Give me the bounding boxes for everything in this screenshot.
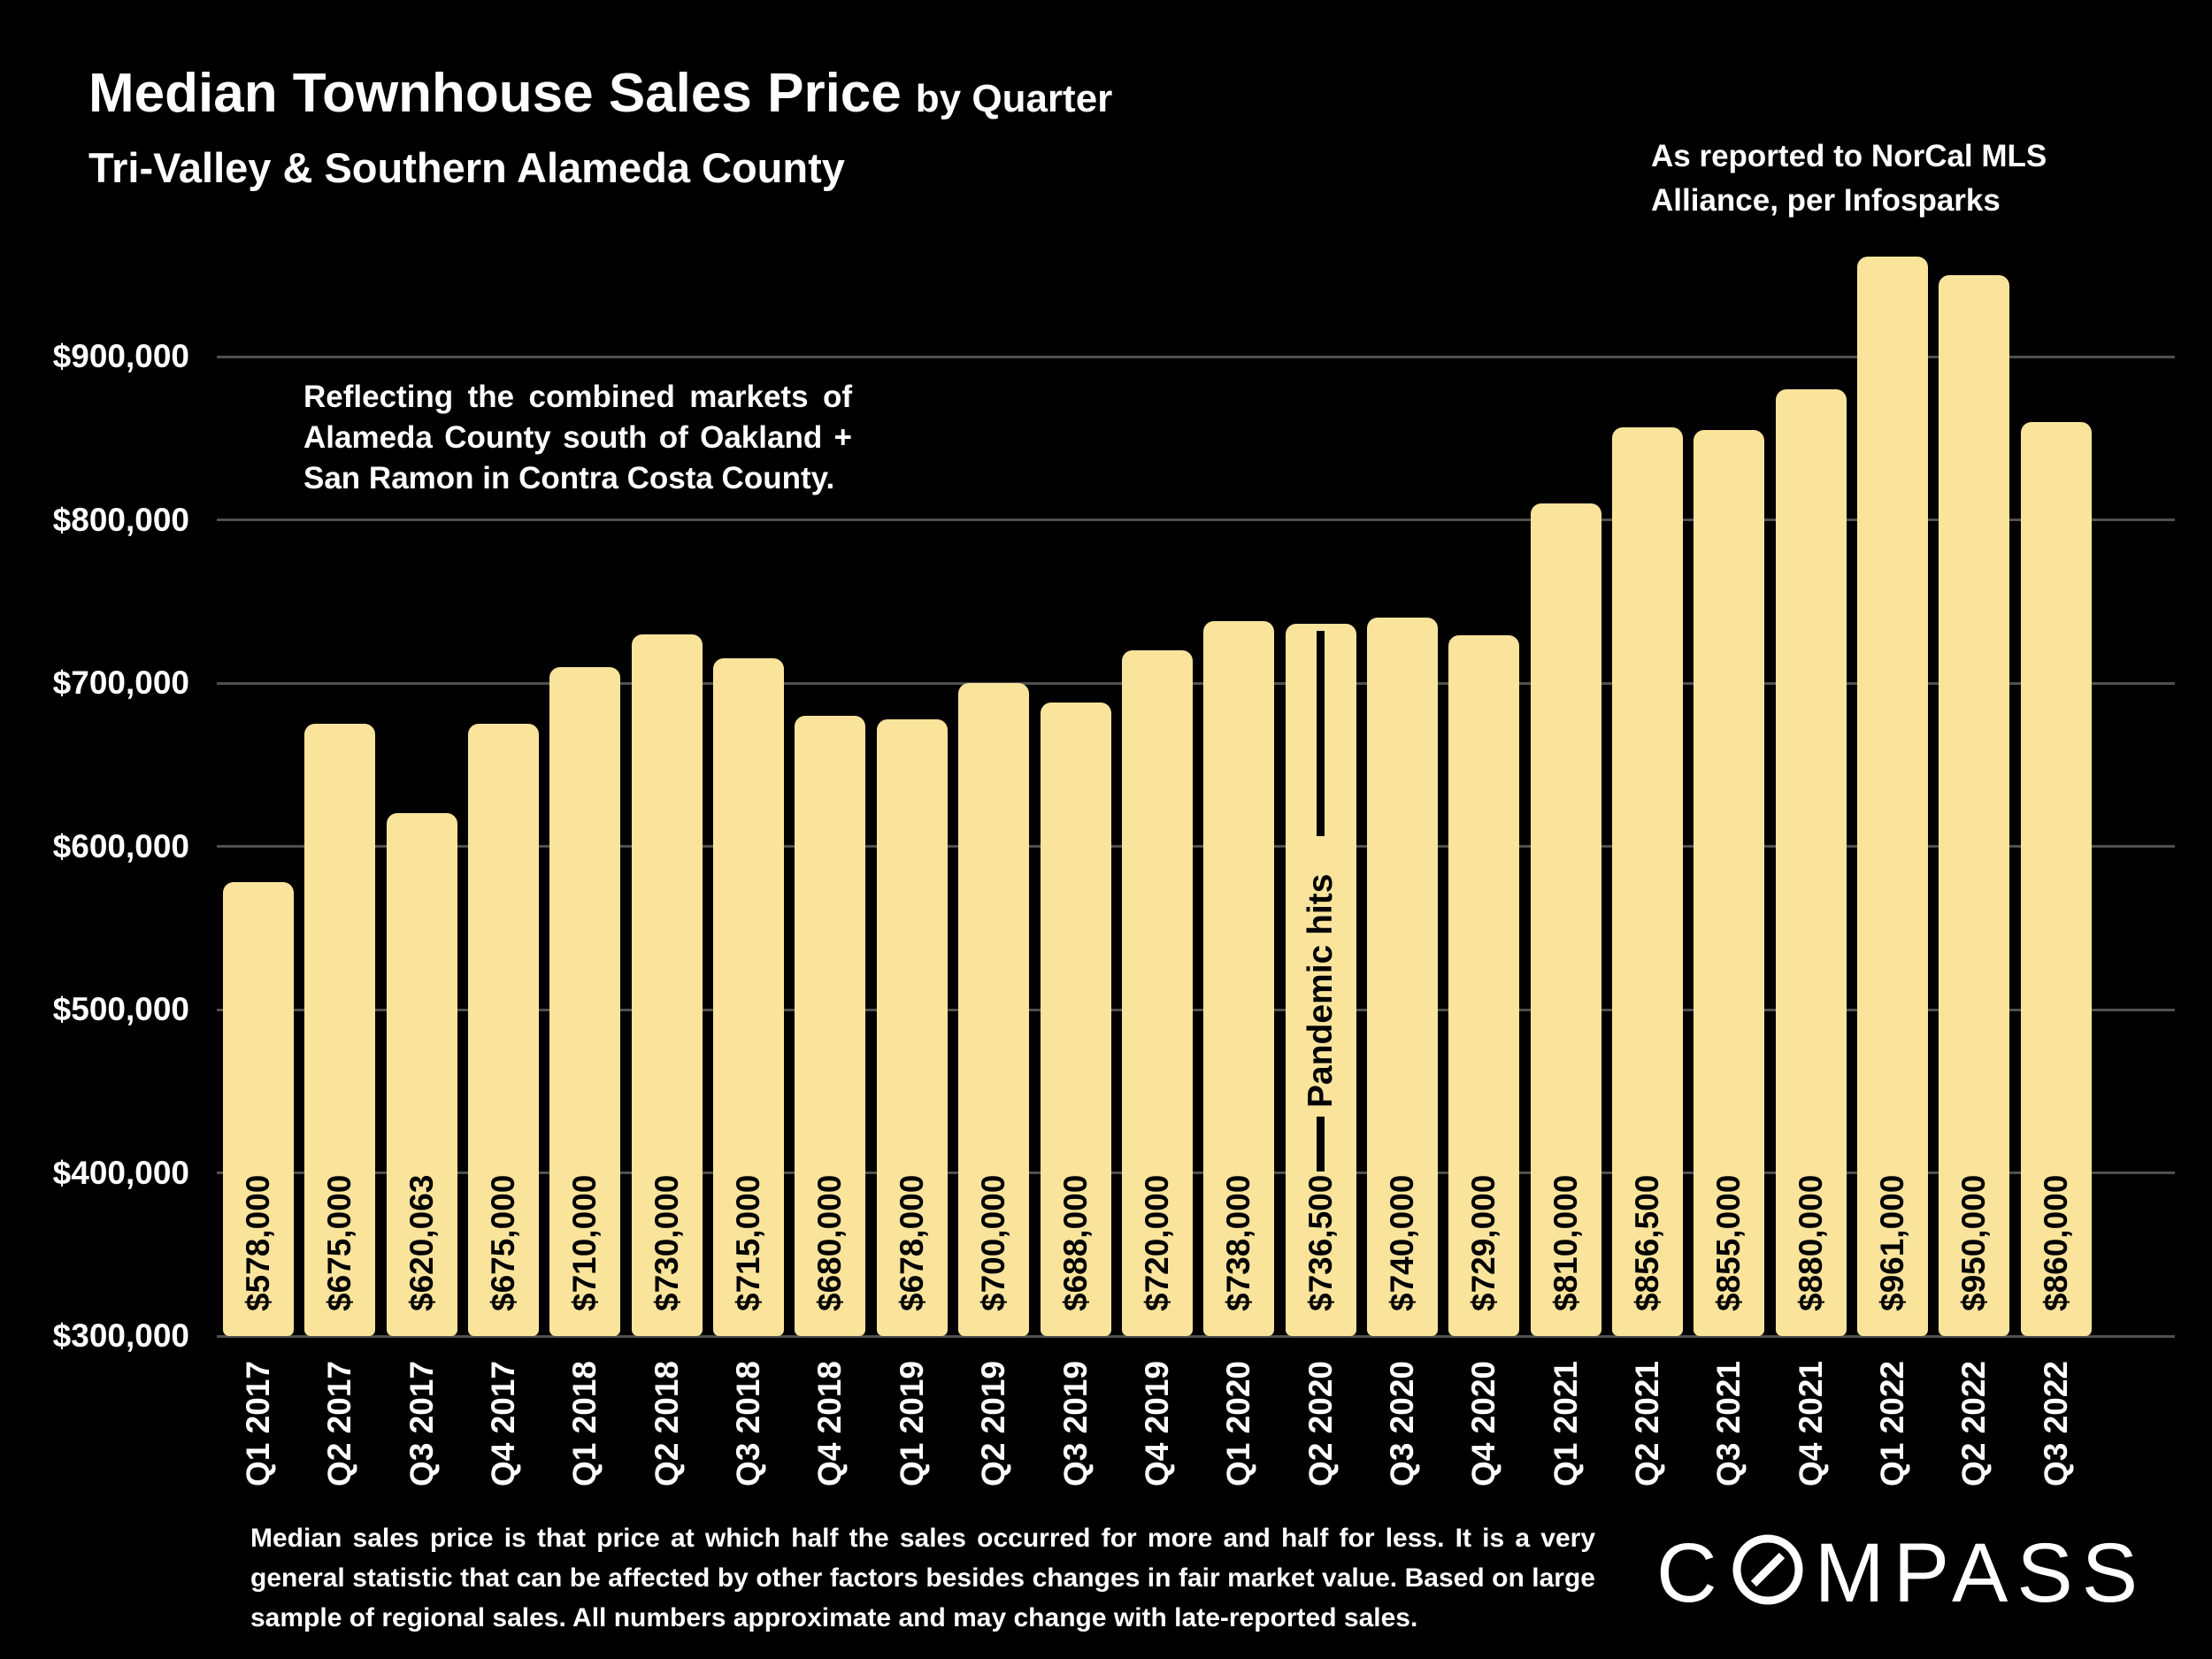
page-title: Median Townhouse Sales Price by Quarter bbox=[88, 62, 1112, 125]
pandemic-line-upper bbox=[1317, 630, 1325, 836]
gridline-500000 bbox=[217, 1008, 2175, 1011]
source-note: As reported to NorCal MLS Alliance, per … bbox=[1651, 139, 2047, 218]
pandemic-line-lower bbox=[1317, 1117, 1325, 1171]
y-tick-label: $700,000 bbox=[52, 664, 189, 701]
bar-value-label: $680,000 bbox=[811, 1174, 849, 1311]
page-subtitle: Tri-Valley & Southern Alameda County bbox=[88, 144, 845, 191]
bar-q1-2018 bbox=[549, 666, 621, 1336]
bar-value-label: $880,000 bbox=[1792, 1174, 1829, 1311]
y-tick-label: $400,000 bbox=[52, 1154, 189, 1191]
bar-q2-2018 bbox=[631, 634, 703, 1336]
bar-value-label: $578,000 bbox=[240, 1174, 276, 1311]
bar-q3-2021 bbox=[1694, 430, 1765, 1336]
y-tick-label: $800,000 bbox=[52, 501, 189, 538]
bar-q2-2017 bbox=[304, 724, 376, 1336]
bar-value-label: $675,000 bbox=[485, 1174, 522, 1311]
bar-q1-2017 bbox=[223, 882, 294, 1336]
gridline-900000 bbox=[217, 355, 2175, 358]
gridline-400000 bbox=[217, 1171, 2175, 1174]
bar-value-label: $675,000 bbox=[321, 1174, 358, 1311]
y-tick-label: $500,000 bbox=[52, 991, 189, 1027]
y-tick-label: $600,000 bbox=[52, 827, 189, 864]
compass-letter-c: C bbox=[1656, 1526, 1726, 1620]
bar-value-label: $961,000 bbox=[1874, 1174, 1910, 1311]
gridline-600000 bbox=[217, 845, 2175, 848]
bar-q3-2018 bbox=[713, 658, 785, 1336]
bar-value-label: $856,500 bbox=[1628, 1174, 1665, 1311]
compass-o-icon bbox=[1732, 1534, 1803, 1604]
bar-value-label: $860,000 bbox=[2037, 1174, 2074, 1311]
pandemic-hits-label: Pandemic hits bbox=[1301, 873, 1340, 1108]
bar-value-label: $620,063 bbox=[403, 1174, 440, 1311]
bar-value-label: $715,000 bbox=[730, 1174, 767, 1311]
bar-q4-2017 bbox=[468, 724, 540, 1336]
bar-value-label: $710,000 bbox=[566, 1174, 603, 1311]
compass-logo: C MPASS bbox=[1656, 1525, 2147, 1622]
bar-q3-2022 bbox=[2020, 421, 2092, 1336]
bar-value-label: $810,000 bbox=[1547, 1174, 1584, 1311]
bar-value-label: $950,000 bbox=[1955, 1174, 1993, 1311]
bar-q4-2019 bbox=[1121, 650, 1193, 1336]
bar-value-label: $738,000 bbox=[1220, 1174, 1257, 1311]
gridline-300000 bbox=[217, 1334, 2175, 1338]
bar-value-label: $720,000 bbox=[1138, 1174, 1175, 1311]
bar-value-label: $855,000 bbox=[1710, 1174, 1747, 1311]
bar-value-label: $730,000 bbox=[648, 1174, 685, 1311]
bar-q1-2021 bbox=[1530, 503, 1601, 1336]
bar-value-label: $700,000 bbox=[975, 1174, 1012, 1311]
gridline-700000 bbox=[217, 681, 2175, 685]
bar-q4-2018 bbox=[795, 715, 866, 1336]
bar-q4-2021 bbox=[1775, 388, 1847, 1336]
bar-q2-2022 bbox=[1939, 274, 2010, 1336]
bar-q4-2020 bbox=[1448, 635, 1520, 1336]
disclaimer-text: Median sales price is that price at whic… bbox=[250, 1524, 1595, 1632]
gridline-800000 bbox=[217, 518, 2175, 521]
bar-value-label: $678,000 bbox=[893, 1174, 930, 1311]
chart-annotation: Reflecting the combined markets of Alame… bbox=[303, 380, 852, 495]
bar-q2-2019 bbox=[958, 683, 1030, 1336]
bar-q3-2019 bbox=[1040, 703, 1111, 1336]
page-title-main: Median Townhouse Sales Price bbox=[88, 63, 902, 124]
bar-value-label: $688,000 bbox=[1056, 1174, 1094, 1311]
bar-q3-2020 bbox=[1366, 618, 1438, 1336]
y-tick-label: $300,000 bbox=[52, 1317, 189, 1354]
bar-q1-2019 bbox=[876, 718, 948, 1336]
compass-letters-mpass: MPASS bbox=[1814, 1526, 2147, 1620]
bar-q2-2021 bbox=[1611, 427, 1683, 1336]
bar-value-label: $740,000 bbox=[1383, 1174, 1420, 1311]
bar-q1-2020 bbox=[1203, 620, 1275, 1336]
bar-value-label: $729,000 bbox=[1465, 1174, 1502, 1311]
y-tick-label: $900,000 bbox=[52, 338, 189, 374]
bar-q3-2017 bbox=[386, 813, 457, 1336]
bar-q1-2022 bbox=[1857, 257, 1928, 1336]
page-title-suffix: by Quarter bbox=[915, 77, 1113, 120]
